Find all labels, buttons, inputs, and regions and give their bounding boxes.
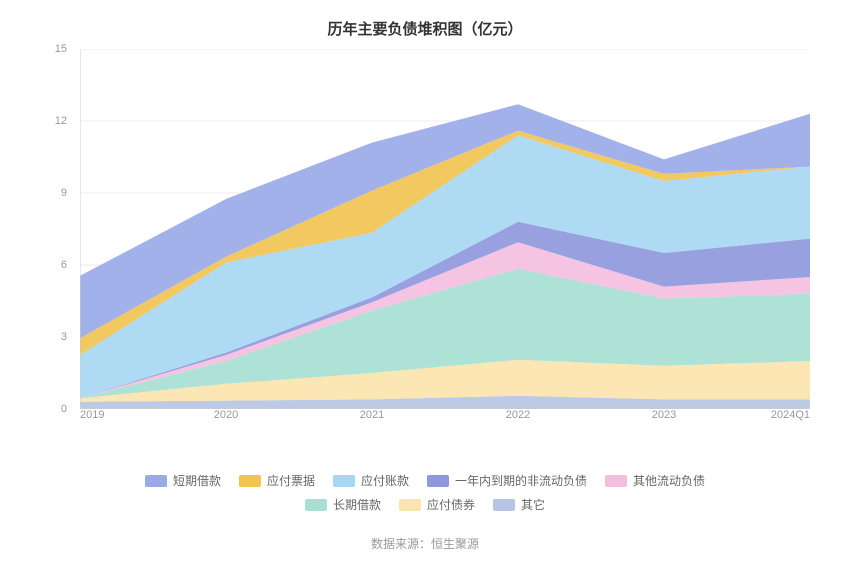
legend-label: 短期借款 [173, 469, 221, 493]
legend-item[interactable]: 应付债券 [399, 493, 475, 517]
x-axis: 2019 2020 2021 2022 2023 2024Q1 [80, 409, 810, 429]
legend-swatch [239, 475, 261, 487]
legend-item[interactable]: 其他流动负债 [605, 469, 705, 493]
legend-swatch [305, 499, 327, 511]
y-tick-label: 6 [61, 259, 67, 271]
legend-item[interactable]: 短期借款 [145, 469, 221, 493]
x-tick-label: 2024Q1 [771, 409, 810, 421]
legend-label: 一年内到期的非流动负债 [455, 469, 587, 493]
legend-label: 长期借款 [333, 493, 381, 517]
legend-label: 应付债券 [427, 493, 475, 517]
stacked-area-plot [80, 49, 810, 409]
legend-swatch [399, 499, 421, 511]
x-tick-label: 2022 [506, 409, 530, 421]
legend-swatch [427, 475, 449, 487]
legend: 短期借款 应付票据 应付账款 一年内到期的非流动负债 其他流动负债长期借款 应付债券 其它 [40, 469, 810, 517]
y-tick-label: 0 [61, 403, 67, 415]
legend-swatch [605, 475, 627, 487]
legend-label: 应付票据 [267, 469, 315, 493]
x-tick-label: 2020 [214, 409, 238, 421]
legend-label: 其他流动负债 [633, 469, 705, 493]
x-tick-label: 2019 [80, 409, 104, 421]
y-tick-label: 12 [55, 115, 67, 127]
legend-swatch [333, 475, 355, 487]
y-tick-label: 9 [61, 187, 67, 199]
y-tick-label: 15 [55, 43, 67, 55]
legend-swatch [145, 475, 167, 487]
y-axis: 03691215 [40, 49, 75, 409]
legend-item[interactable]: 一年内到期的非流动负债 [427, 469, 587, 493]
chart-title: 历年主要负债堆积图（亿元） [40, 18, 810, 39]
y-tick-label: 3 [61, 331, 67, 343]
legend-item[interactable]: 其它 [493, 493, 545, 517]
legend-item[interactable]: 应付票据 [239, 469, 315, 493]
legend-label: 应付账款 [361, 469, 409, 493]
legend-item[interactable]: 应付账款 [333, 469, 409, 493]
x-tick-label: 2021 [360, 409, 384, 421]
legend-swatch [493, 499, 515, 511]
legend-label: 其它 [521, 493, 545, 517]
legend-item[interactable]: 长期借款 [305, 493, 381, 517]
chart-container: 历年主要负债堆积图（亿元） 03691215 20192020202120222… [0, 0, 850, 575]
plot-area: 03691215 201920202021202220232024Q1 [40, 49, 810, 429]
data-source-label: 数据来源：恒生聚源 [40, 535, 810, 552]
x-tick-label: 2023 [652, 409, 676, 421]
